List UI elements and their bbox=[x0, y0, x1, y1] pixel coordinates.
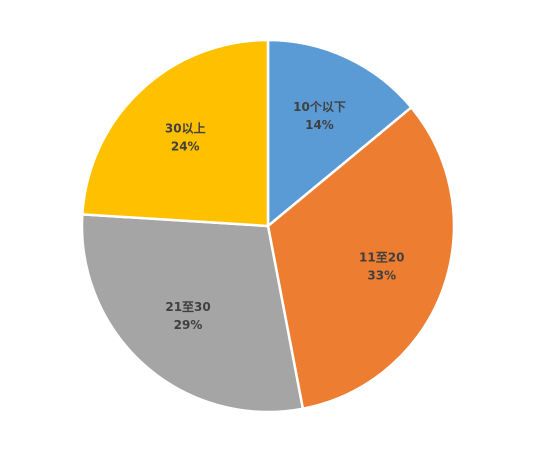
pie-slice bbox=[81, 38, 270, 228]
pie-slice bbox=[266, 38, 414, 229]
slice-category-label: 10个以下 bbox=[293, 99, 346, 114]
pie-slice bbox=[80, 212, 305, 414]
pie-slice bbox=[266, 105, 456, 411]
slice-category-label: 21至30 bbox=[165, 300, 210, 314]
slice-value-label: 14% bbox=[305, 118, 334, 132]
slice-category-label: 30以上 bbox=[165, 120, 206, 135]
slice-category-label: 11至20 bbox=[359, 250, 404, 264]
slice-value-label: 29% bbox=[174, 318, 203, 332]
slice-value-label: 33% bbox=[367, 268, 396, 282]
slice-value-label: 24% bbox=[171, 139, 200, 153]
